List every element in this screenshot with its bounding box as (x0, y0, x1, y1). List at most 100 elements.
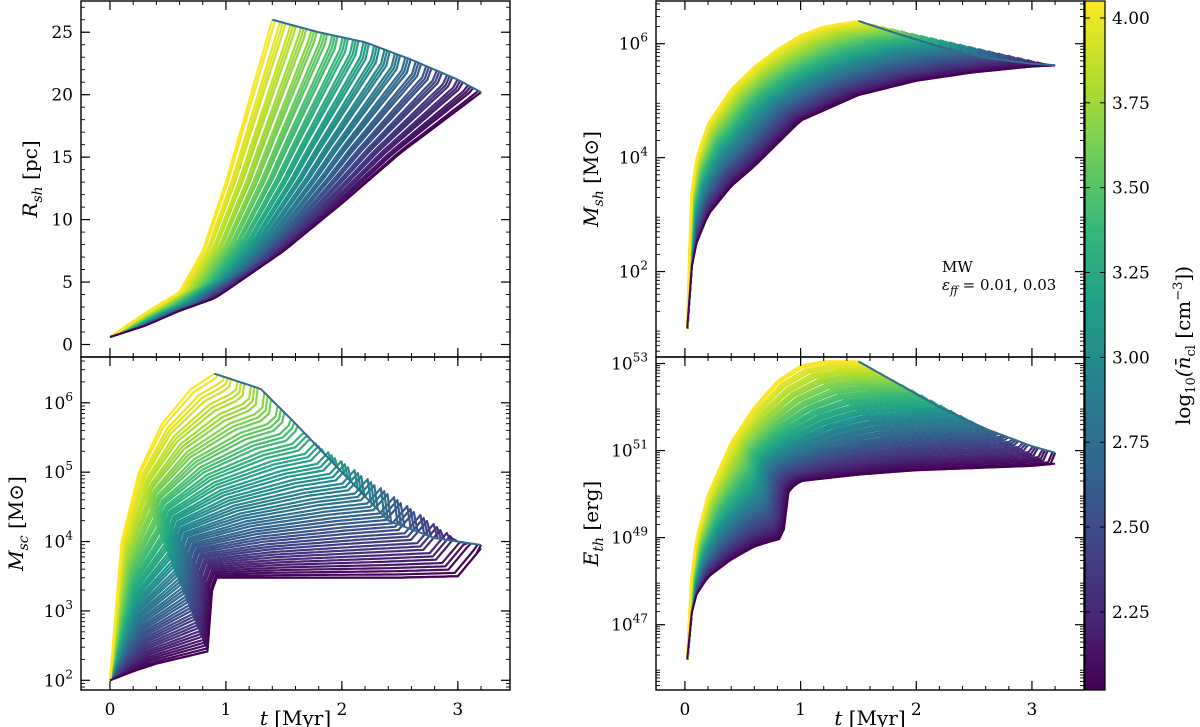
colorbar-tick-label: 3.75 (1112, 94, 1150, 114)
cluster-mass-curves (108, 372, 482, 682)
series-line-18 (686, 431, 997, 660)
series-line-7 (686, 445, 1034, 660)
y-tick-label: 1053 (611, 351, 648, 375)
series-line-23 (109, 484, 379, 681)
series-line-26 (108, 475, 366, 681)
y-tick-label: 102 (44, 667, 73, 691)
x-tick-label: 1 (221, 700, 232, 720)
series-line-43 (686, 389, 916, 660)
y-tick-label: 106 (44, 390, 73, 414)
series-line-25 (108, 478, 373, 681)
series-line-24 (108, 481, 376, 681)
series-line-25 (686, 420, 975, 660)
series-line-14 (109, 510, 419, 681)
series-line-37 (686, 37, 936, 329)
y-tick-label: 10 (51, 211, 73, 231)
colorbar: 2.25 2.50 2.75 3.00 3.25 3.50 3.75 4.00 log10(n̄… (1084, 0, 1199, 691)
series-line-31 (108, 460, 346, 681)
series-line-58 (686, 363, 867, 660)
series-line-55 (686, 368, 877, 660)
colorbar-tick-label: 3.50 (1112, 179, 1150, 199)
series-line-4 (109, 540, 465, 682)
shell-radius-curves (109, 18, 482, 339)
series-line-2 (109, 542, 472, 682)
series-line-7 (109, 531, 452, 682)
colorbar-tick-label: 4.00 (1112, 9, 1150, 29)
x-axis-label: t [Myr] (260, 706, 331, 727)
series-line-32 (108, 457, 339, 681)
series-line-34 (686, 39, 946, 329)
colorbar-tick-label: 2.50 (1112, 518, 1150, 538)
series-line-43 (108, 418, 293, 681)
series-line-42 (108, 422, 296, 681)
series-line-36 (108, 445, 322, 681)
series-line-53 (108, 383, 246, 681)
cluster-mass-end_curve (214, 372, 482, 546)
series-line-37 (686, 399, 936, 660)
series-line-23 (686, 423, 980, 660)
shell-mass-min_curve (686, 64, 1056, 329)
series-line-13 (109, 513, 426, 681)
y-tick-label: 105 (44, 459, 73, 483)
colorbar-tick-label: 2.75 (1112, 433, 1150, 453)
series-line-22 (109, 487, 386, 681)
series-line-31 (686, 409, 956, 660)
x-tick-label: 2 (911, 700, 922, 720)
series-line-54 (108, 382, 243, 681)
series-line-56 (108, 378, 233, 681)
series-line-46 (686, 30, 907, 329)
series-line-59 (108, 374, 219, 681)
series-line-10 (686, 442, 1024, 660)
series-line-15 (686, 435, 1007, 660)
series-line-22 (686, 48, 985, 329)
series-line-6 (686, 446, 1037, 660)
series-line-3 (109, 541, 469, 682)
series-line-15 (109, 508, 416, 681)
series-line-21 (686, 427, 987, 660)
series-line-14 (686, 436, 1010, 660)
series-line-55 (686, 23, 877, 329)
series-line-21 (109, 490, 389, 681)
shell-radius-end_curve (272, 18, 482, 94)
series-line-20 (109, 493, 393, 681)
series-line-57 (108, 377, 229, 681)
series-line-46 (108, 405, 279, 681)
series-line-19 (686, 430, 994, 660)
series-line-60 (686, 360, 859, 660)
series-line-46 (686, 384, 906, 660)
series-line-16 (109, 505, 413, 681)
series-line-60 (108, 372, 215, 681)
series-line-33 (108, 454, 336, 681)
series-line-58 (686, 21, 867, 329)
series-line-19 (109, 496, 399, 681)
shell-radius-min_curve (109, 91, 482, 338)
series-line-7 (686, 59, 1034, 329)
y-axis-label: Rsh [pc] (18, 140, 46, 218)
series-line-19 (686, 50, 995, 329)
series-line-30 (108, 463, 349, 681)
series-line-40 (686, 34, 926, 329)
series-line-12 (109, 516, 429, 682)
y-tick-label: 25 (51, 23, 73, 43)
thermal-energy-panel: 0 1 2 3 1047 1049 1051 1053 Eth [erg] t [Myr] (579, 351, 1085, 727)
series-line-31 (686, 41, 956, 329)
y-tick-label: 1047 (611, 612, 648, 636)
series-line-22 (686, 425, 985, 660)
series-line-49 (686, 379, 896, 660)
cluster-mass-panel: 0 1 2 3 102 103 104 105 106 Msc [M⊙] t [Myr] (4, 356, 511, 727)
series-line-50 (108, 387, 259, 681)
series-line-28 (686, 415, 965, 660)
series-line-60 (686, 19, 859, 329)
series-line-11 (686, 440, 1019, 660)
annotation-efficiency: εff = 0.01, 0.03 (942, 276, 1056, 297)
x-tick-label: 3 (452, 700, 463, 720)
x-tick-label: 3 (1027, 700, 1038, 720)
colorbar-tick-label: 3.00 (1112, 348, 1150, 368)
y-tick-label: 15 (51, 148, 73, 168)
colorbar-tick-label: 2.25 (1112, 603, 1150, 623)
colorbar-label: log10(n̄cl [cm−3]) (1171, 266, 1199, 425)
series-line-13 (686, 54, 1015, 329)
colorbar-tick-label: 3.25 (1112, 264, 1150, 284)
series-line-28 (108, 469, 359, 681)
